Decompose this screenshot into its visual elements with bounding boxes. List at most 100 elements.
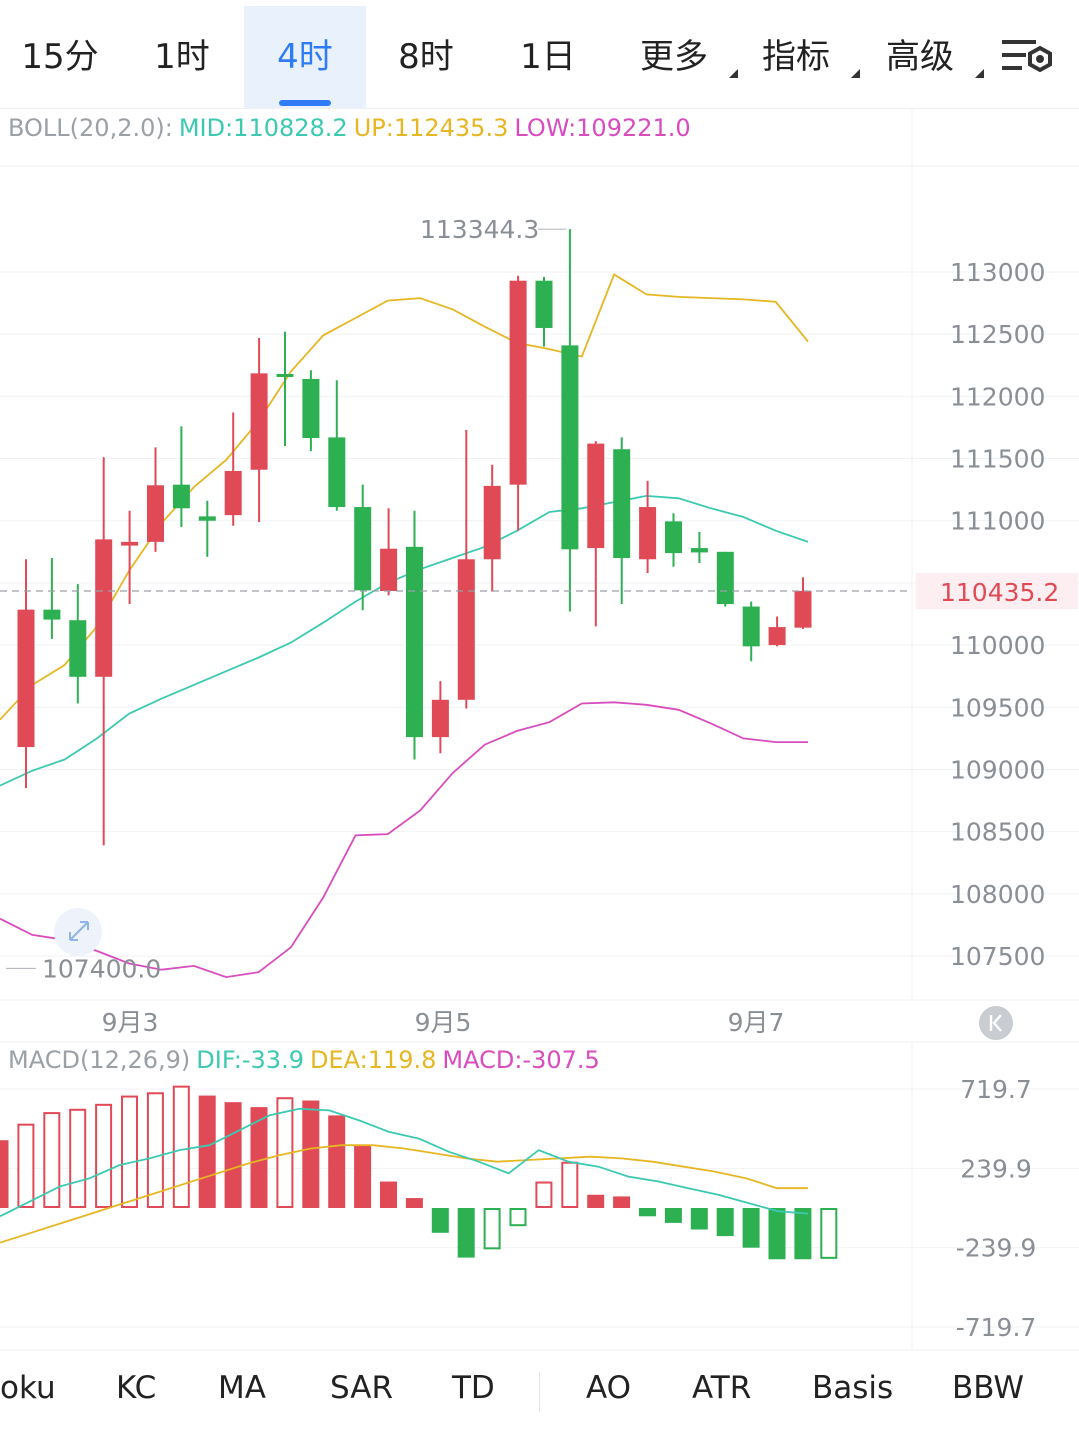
tab-more-dropdown[interactable]: 更多 — [624, 6, 738, 108]
macd-axis-tick: 719.7 — [960, 1075, 1032, 1104]
macd-histogram-bar — [121, 1095, 138, 1208]
indicator-bar: oku KC MA SAR TD AO ATR Basis BBW — [0, 1352, 1079, 1436]
price-axis-tick: 108000 — [950, 880, 1045, 909]
macd-legend-dif: DIF:-33.9 — [196, 1046, 304, 1074]
candle-down — [198, 516, 216, 521]
candle-down — [43, 609, 61, 620]
macd-histogram-bar — [561, 1161, 579, 1208]
tab-1d[interactable]: 1日 — [520, 37, 576, 77]
indicator-tab-sar[interactable]: SAR — [330, 1370, 393, 1406]
indicator-tab-ma[interactable]: MA — [218, 1370, 266, 1406]
macd-histogram-bar — [690, 1208, 708, 1230]
macd-histogram-bar — [820, 1208, 838, 1259]
tab-more-label: 更多 — [640, 37, 708, 77]
tab-advanced-dropdown[interactable]: 高级 — [870, 6, 984, 108]
candle-down — [69, 620, 87, 677]
price-axis-tick: 113000 — [950, 258, 1045, 287]
macd-histogram-bar — [146, 1092, 164, 1208]
candle-up — [794, 590, 812, 628]
macd-histogram-bar — [457, 1208, 475, 1258]
candle-up — [147, 485, 164, 542]
macd-histogram-bar — [794, 1208, 812, 1260]
macd-histogram-bar — [69, 1108, 87, 1208]
price-axis-tick: 109500 — [950, 693, 1045, 722]
boll-mid-line — [0, 494, 809, 787]
candle-down — [665, 521, 682, 554]
price-axis-tick: 111000 — [950, 507, 1045, 536]
low-price-marker: 107400.0 — [42, 954, 161, 983]
scroll-to-latest-glyph — [989, 1014, 1002, 1032]
macd-histogram-bar — [0, 1140, 9, 1208]
price-axis-tick: 112500 — [950, 320, 1045, 349]
macd-histogram-bar — [17, 1123, 35, 1209]
candle-up — [457, 559, 475, 700]
date-axis-label: 9月3 — [102, 1008, 159, 1037]
macd-histogram-bar — [483, 1208, 501, 1250]
scroll-to-latest-icon — [979, 1006, 1013, 1040]
tab-1h[interactable]: 1时 — [154, 37, 210, 77]
current-price-label: 110435.2 — [940, 578, 1059, 607]
macd-histogram-bar — [43, 1112, 61, 1208]
boll-legend-mid: MID:110828.2 — [178, 114, 348, 142]
macd-histogram-bar — [535, 1181, 553, 1209]
macd-histogram-bar — [95, 1103, 113, 1208]
candle-up — [250, 373, 268, 470]
date-axis-label: 9月7 — [728, 1008, 785, 1037]
active-tab-indicator — [279, 100, 331, 106]
macd-histogram-bar — [664, 1208, 682, 1223]
indicator-tab-basis[interactable]: Basis — [812, 1370, 894, 1406]
candle-down — [716, 551, 734, 605]
macd-legend-macd: MACD:-307.5 — [442, 1046, 600, 1074]
indicator-tab-td[interactable]: TD — [452, 1370, 495, 1406]
candle-up — [587, 443, 605, 549]
macd-histogram-bar — [172, 1085, 190, 1208]
indicator-tab-atr[interactable]: ATR — [692, 1370, 752, 1406]
candle-down — [302, 378, 320, 439]
macd-axis-tick: 239.9 — [960, 1154, 1032, 1183]
caret-down-icon — [729, 69, 738, 78]
candle-down — [276, 373, 294, 377]
tab-4h-label: 4时 — [277, 37, 333, 77]
chart-settings-icon[interactable] — [1000, 34, 1058, 82]
macd-legend-name: MACD(12,26,9) — [8, 1046, 191, 1074]
macd-legend-dea: DEA:119.8 — [309, 1046, 437, 1074]
macd-dea-line — [0, 1144, 808, 1244]
candlestick-chart[interactable]: 110435.2 113000 112500 112000 111500 111000 11… — [0, 0, 1079, 1352]
macd-histogram-bar — [639, 1208, 656, 1217]
tab-8h[interactable]: 8时 — [398, 37, 454, 77]
current-price-badge — [916, 572, 1078, 609]
candle-up — [509, 280, 527, 485]
macd-histogram-bar — [328, 1115, 346, 1208]
candle-up — [483, 485, 501, 560]
tab-4h[interactable]: 4时 — [244, 6, 366, 108]
indicator-divider — [539, 1372, 540, 1412]
macd-dif-line — [0, 1107, 809, 1218]
macd-histogram-bar — [354, 1145, 372, 1208]
indicator-tab-kc[interactable]: KC — [116, 1370, 157, 1406]
macd-histogram-bar — [380, 1181, 397, 1208]
macd-histogram-bar — [198, 1095, 216, 1208]
indicator-tab-bbw[interactable]: BBW — [952, 1370, 1025, 1406]
macd-histogram-bar — [613, 1196, 631, 1208]
high-price-marker: 113344.3 — [420, 215, 539, 244]
candle-down — [613, 449, 631, 559]
date-axis-label: 9月5 — [415, 1008, 472, 1037]
tab-advanced-label: 高级 — [886, 37, 954, 77]
candle-down — [172, 484, 190, 509]
price-axis-tick: 107500 — [950, 942, 1045, 971]
candle-up — [17, 609, 35, 748]
boll-legend-low: LOW:109221.0 — [514, 114, 691, 142]
candle-down — [328, 437, 346, 508]
indicator-tab-oku[interactable]: oku — [0, 1370, 56, 1406]
boll-lower-line — [0, 701, 808, 979]
candle-up — [639, 507, 657, 560]
candle-up — [380, 548, 398, 591]
price-axis-tick: 110000 — [950, 631, 1045, 660]
indicator-tab-ao[interactable]: AO — [586, 1370, 632, 1406]
tab-15m[interactable]: 15分 — [21, 37, 99, 77]
macd-histogram-bar — [405, 1198, 423, 1208]
macd-axis-tick: -719.7 — [956, 1313, 1037, 1342]
caret-down-icon — [975, 69, 984, 78]
tab-indicators-dropdown[interactable]: 指标 — [746, 6, 860, 108]
boll-upper-line — [0, 273, 809, 721]
